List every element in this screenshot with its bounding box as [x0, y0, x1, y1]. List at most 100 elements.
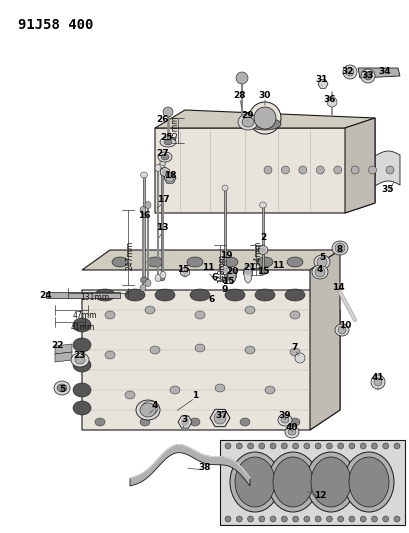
Ellipse shape [166, 174, 173, 182]
Ellipse shape [370, 375, 384, 389]
Polygon shape [258, 245, 267, 255]
Text: 25: 25 [160, 133, 173, 142]
Polygon shape [160, 167, 169, 177]
Ellipse shape [225, 289, 245, 301]
Text: 41: 41 [371, 374, 383, 383]
Ellipse shape [280, 417, 288, 423]
Polygon shape [180, 267, 189, 277]
Ellipse shape [393, 443, 399, 449]
Text: 36: 36 [323, 95, 335, 104]
Text: 2: 2 [259, 232, 265, 241]
Ellipse shape [270, 443, 275, 449]
Text: 47mm: 47mm [72, 311, 97, 320]
Text: 13: 13 [155, 223, 168, 232]
Ellipse shape [182, 269, 188, 275]
Text: 10: 10 [338, 320, 351, 329]
Ellipse shape [125, 391, 135, 399]
Text: 15: 15 [256, 268, 269, 277]
Ellipse shape [160, 271, 166, 279]
Ellipse shape [245, 269, 250, 275]
Text: 38: 38 [198, 464, 211, 472]
Ellipse shape [287, 429, 295, 435]
Ellipse shape [139, 418, 150, 426]
Ellipse shape [326, 443, 332, 449]
Text: 5: 5 [59, 385, 65, 394]
Text: 29: 29 [241, 110, 254, 119]
Ellipse shape [348, 516, 354, 522]
Ellipse shape [57, 384, 67, 392]
Ellipse shape [272, 457, 312, 507]
Ellipse shape [343, 452, 393, 512]
Text: 91J58 400: 91J58 400 [18, 18, 93, 32]
Ellipse shape [245, 346, 254, 354]
Ellipse shape [247, 443, 253, 449]
Ellipse shape [315, 166, 324, 174]
Ellipse shape [195, 311, 204, 319]
Ellipse shape [292, 443, 298, 449]
Ellipse shape [258, 516, 264, 522]
Text: 131mm: 131mm [80, 294, 109, 303]
Ellipse shape [303, 443, 309, 449]
Text: 12: 12 [313, 490, 326, 499]
Ellipse shape [189, 289, 209, 301]
Polygon shape [317, 79, 327, 88]
Polygon shape [227, 270, 236, 280]
Polygon shape [82, 250, 339, 270]
Ellipse shape [334, 243, 344, 253]
Ellipse shape [159, 275, 164, 281]
Text: 15: 15 [221, 278, 234, 287]
Text: 247mm: 247mm [125, 240, 134, 270]
Ellipse shape [147, 257, 163, 267]
Ellipse shape [289, 311, 299, 319]
Polygon shape [130, 445, 249, 486]
Text: 28: 28 [233, 91, 246, 100]
Ellipse shape [189, 418, 200, 426]
Polygon shape [220, 265, 229, 275]
Ellipse shape [105, 311, 115, 319]
Polygon shape [243, 267, 252, 277]
Ellipse shape [281, 166, 289, 174]
Ellipse shape [229, 452, 279, 512]
Ellipse shape [337, 326, 345, 334]
Text: 22: 22 [52, 341, 64, 350]
Ellipse shape [259, 269, 266, 275]
Ellipse shape [363, 72, 371, 80]
Text: 20: 20 [225, 268, 238, 277]
Polygon shape [55, 352, 72, 362]
Text: 6: 6 [208, 295, 215, 304]
Ellipse shape [145, 306, 155, 314]
Ellipse shape [225, 516, 230, 522]
Text: 40: 40 [285, 424, 297, 432]
Ellipse shape [258, 443, 264, 449]
Ellipse shape [298, 166, 306, 174]
Polygon shape [164, 173, 175, 183]
Ellipse shape [164, 139, 172, 145]
Ellipse shape [333, 166, 341, 174]
Polygon shape [155, 110, 374, 128]
Polygon shape [82, 290, 339, 430]
Ellipse shape [170, 386, 180, 394]
Ellipse shape [245, 306, 254, 314]
Bar [161, 165, 163, 278]
Text: 41mm: 41mm [71, 324, 95, 333]
Ellipse shape [140, 277, 147, 283]
Ellipse shape [241, 117, 254, 127]
Bar [261, 205, 264, 272]
Ellipse shape [247, 516, 253, 522]
Ellipse shape [284, 289, 304, 301]
Ellipse shape [214, 384, 225, 392]
Ellipse shape [270, 516, 275, 522]
Ellipse shape [73, 383, 91, 397]
Ellipse shape [342, 65, 356, 79]
Ellipse shape [345, 68, 353, 76]
Polygon shape [46, 292, 120, 298]
Ellipse shape [254, 107, 275, 129]
Ellipse shape [221, 267, 227, 273]
Ellipse shape [385, 166, 393, 174]
Ellipse shape [393, 516, 399, 522]
Ellipse shape [360, 443, 365, 449]
Polygon shape [259, 151, 399, 189]
Ellipse shape [382, 443, 388, 449]
Ellipse shape [187, 257, 202, 267]
Ellipse shape [140, 172, 147, 178]
